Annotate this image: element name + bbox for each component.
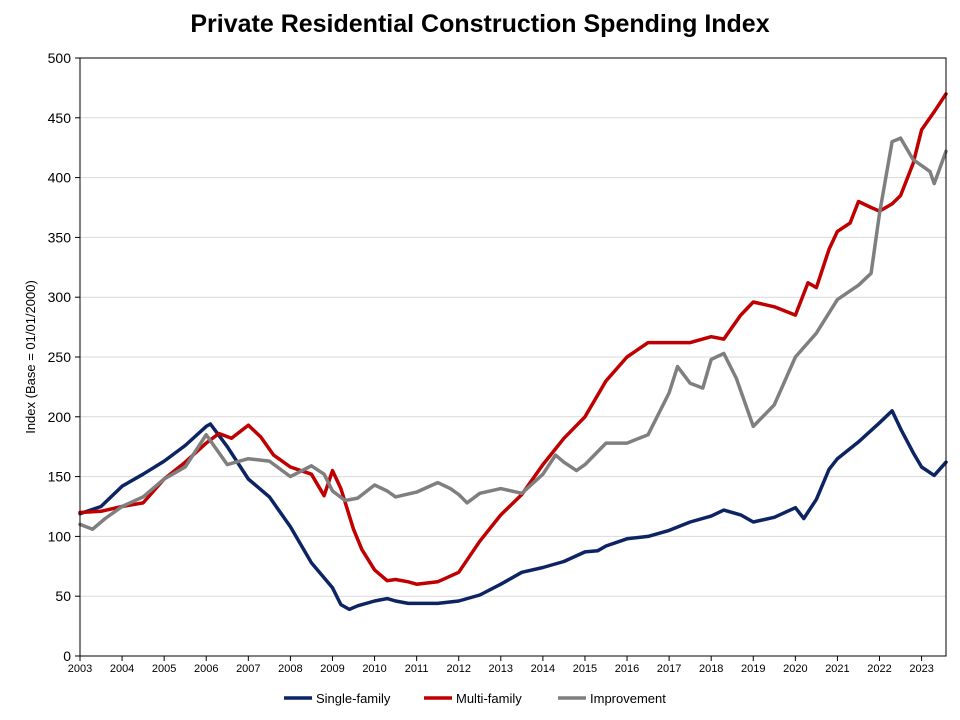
x-tick-label: 2009 bbox=[320, 663, 344, 675]
legend: Single-family Multi-family Improvement bbox=[284, 691, 666, 706]
y-tick-label: 350 bbox=[48, 229, 72, 245]
x-tick-label: 2004 bbox=[110, 663, 134, 675]
x-tick-label: 2015 bbox=[573, 663, 597, 675]
x-tick-label: 2014 bbox=[531, 663, 555, 675]
x-tick-label: 2006 bbox=[194, 663, 218, 675]
x-tick-label: 2003 bbox=[68, 663, 92, 675]
x-tick-label: 2018 bbox=[699, 663, 723, 675]
x-axis-ticks: 2003 2004 2005 2006 2007 2008 2009 2010 2011 2012… bbox=[68, 656, 934, 675]
y-tick-label: 250 bbox=[48, 349, 72, 365]
x-tick-label: 2008 bbox=[278, 663, 302, 675]
x-tick-label: 2005 bbox=[152, 663, 176, 675]
x-tick-label: 2017 bbox=[657, 663, 681, 675]
y-tick-label: 200 bbox=[48, 409, 72, 425]
y-tick-label: 0 bbox=[63, 648, 71, 664]
x-tick-label: 2023 bbox=[909, 663, 933, 675]
legend-label: Single-family bbox=[316, 691, 391, 706]
grid-lines bbox=[80, 117, 946, 597]
series-lines bbox=[78, 92, 948, 612]
y-tick-label: 100 bbox=[48, 528, 72, 544]
x-tick-label: 2022 bbox=[867, 663, 891, 675]
y-tick-label: 500 bbox=[48, 50, 72, 66]
x-tick-label: 2013 bbox=[489, 663, 513, 675]
y-tick-label: 50 bbox=[55, 588, 71, 604]
x-tick-label: 2012 bbox=[446, 663, 470, 675]
legend-label: Multi-family bbox=[456, 691, 522, 706]
x-tick-label: 2020 bbox=[783, 663, 807, 675]
x-tick-label: 2016 bbox=[615, 663, 639, 675]
x-tick-label: 2007 bbox=[236, 663, 260, 675]
y-axis-ticks: 0 50 100 150 200 250 300 350 400 450 500 bbox=[48, 50, 80, 664]
y-tick-label: 400 bbox=[48, 170, 72, 186]
x-tick-label: 2021 bbox=[825, 663, 849, 675]
y-tick-label: 450 bbox=[48, 110, 72, 126]
y-tick-label: 150 bbox=[48, 469, 72, 485]
x-tick-label: 2019 bbox=[741, 663, 765, 675]
plot-border bbox=[79, 57, 947, 657]
y-axis-label: Index (Base = 01/01/2000) bbox=[23, 280, 38, 434]
chart-title: Private Residential Construction Spendin… bbox=[190, 10, 770, 38]
series-line-improvement bbox=[78, 136, 948, 531]
x-tick-label: 2010 bbox=[362, 663, 386, 675]
x-tick-label: 2011 bbox=[405, 663, 429, 675]
y-tick-label: 300 bbox=[48, 289, 72, 305]
legend-label: Improvement bbox=[590, 691, 666, 706]
series-line-single-family bbox=[78, 409, 948, 612]
